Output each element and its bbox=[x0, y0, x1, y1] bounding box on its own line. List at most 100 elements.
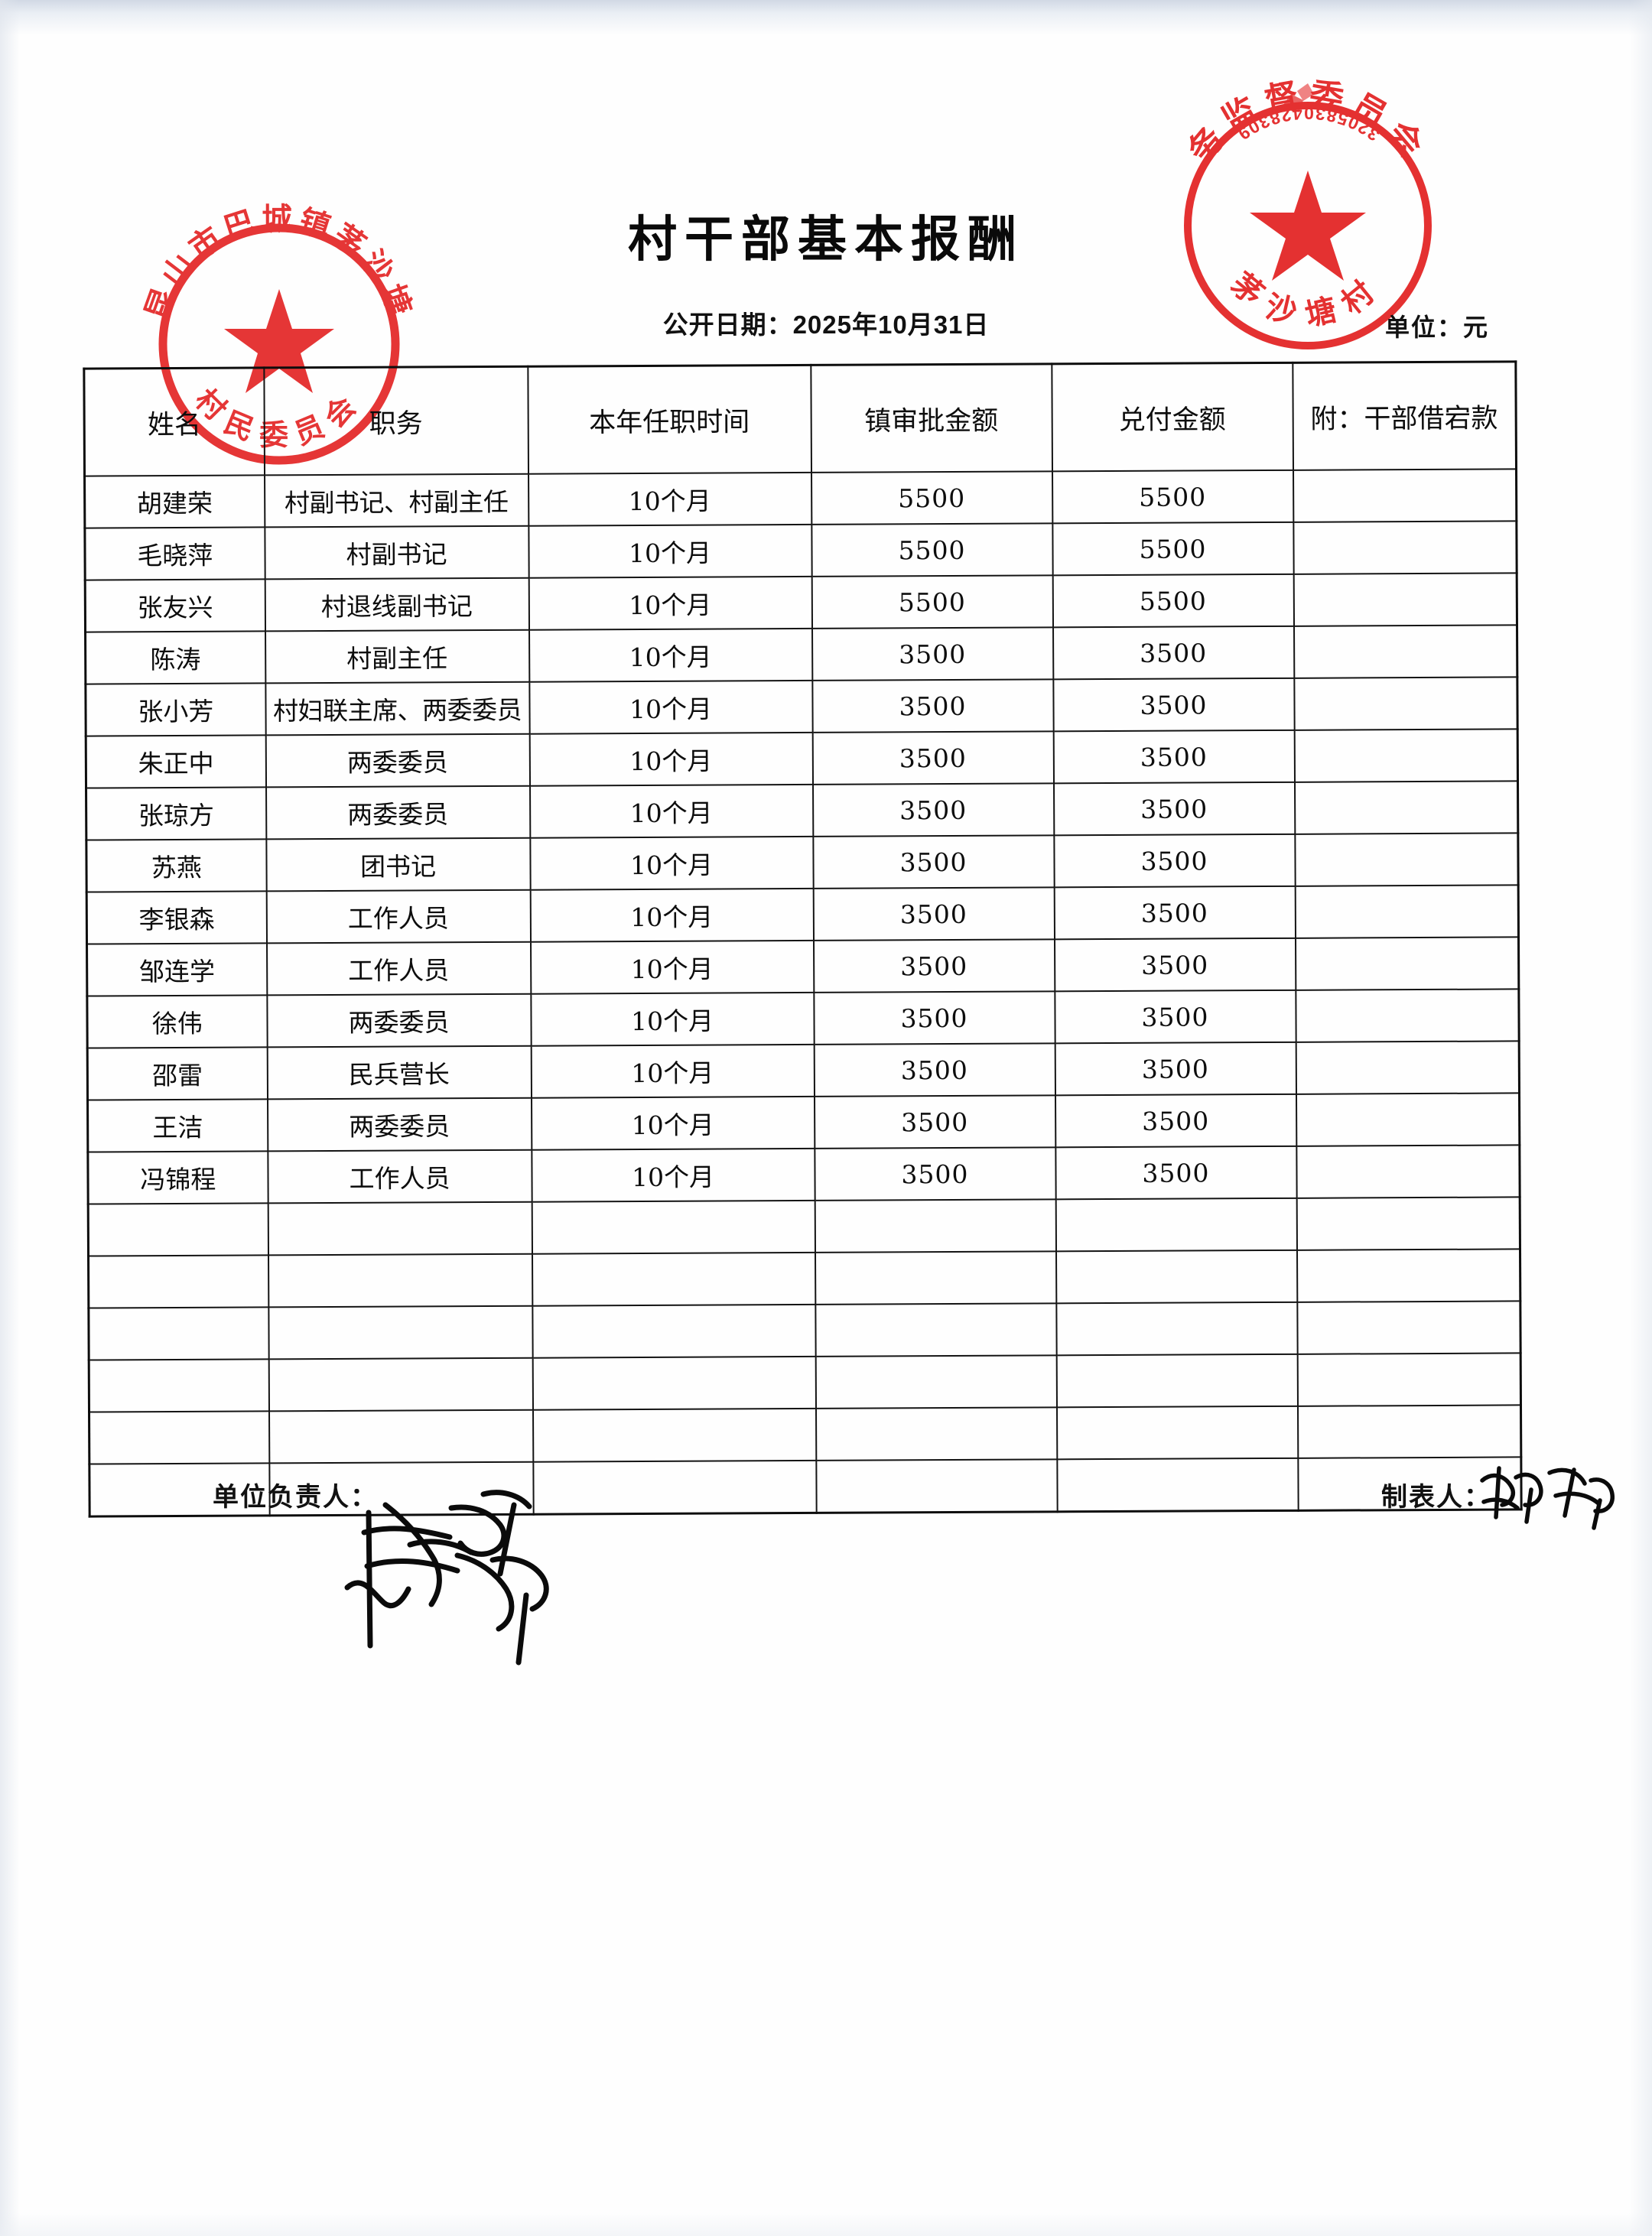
cell-loan bbox=[1296, 1145, 1520, 1198]
cell-approved: 3500 bbox=[812, 731, 1054, 785]
compensation-table: 姓名 职务 本年任职时间 镇审批金额 兑付金额 附：干部借宕款 胡建荣 村副书记、… bbox=[83, 360, 1523, 1518]
compensation-table-container: 姓名 职务 本年任职时间 镇审批金额 兑付金额 附：干部借宕款 胡建荣 村副书记、… bbox=[83, 360, 1523, 1518]
cell-name: 冯锦程 bbox=[87, 1151, 268, 1204]
cell-loan-empty bbox=[1296, 1249, 1520, 1302]
cell-term: 10个月 bbox=[530, 940, 814, 994]
cell-post: 民兵营长 bbox=[267, 1045, 532, 1100]
cell-post-empty bbox=[268, 1357, 533, 1412]
cell-name: 张琼方 bbox=[86, 787, 266, 840]
cell-post: 两委委员 bbox=[266, 993, 532, 1048]
cell-paid-empty bbox=[1055, 1198, 1297, 1252]
column-header-loan: 附：干部借宕款 bbox=[1292, 361, 1517, 470]
scan-edge-shadow-top bbox=[0, 0, 1652, 35]
cell-name: 李银森 bbox=[86, 891, 267, 944]
cell-name-empty bbox=[88, 1255, 268, 1308]
cell-post: 工作人员 bbox=[267, 1149, 532, 1204]
cell-loan-empty bbox=[1296, 1301, 1521, 1354]
svg-text:务监督委员会: 务监督委员会 bbox=[1180, 75, 1435, 171]
currency-unit-label: 单位：元 bbox=[1384, 314, 1489, 341]
cell-paid: 3500 bbox=[1053, 730, 1295, 784]
cell-loan-empty bbox=[1297, 1405, 1521, 1458]
cell-post: 工作人员 bbox=[266, 889, 531, 944]
cell-name: 王洁 bbox=[87, 1099, 268, 1152]
table-body: 胡建荣 村副书记、村副主任 10个月 5500 5500 毛晓萍 村副书记 10个月 5500 5… bbox=[84, 469, 1522, 1517]
cell-loan-empty bbox=[1297, 1353, 1521, 1406]
cell-term-empty bbox=[532, 1200, 815, 1254]
table-row: 王洁 两委委员 10个月 3500 3500 bbox=[87, 1093, 1520, 1152]
cell-approved-empty bbox=[815, 1355, 1057, 1409]
cell-approved-empty bbox=[815, 1303, 1057, 1357]
cell-name: 朱正中 bbox=[86, 735, 266, 788]
page-title: 村干部基本报酬 bbox=[628, 211, 1024, 268]
cell-term-empty bbox=[532, 1408, 816, 1462]
table-row: 胡建荣 村副书记、村副主任 10个月 5500 5500 bbox=[84, 469, 1517, 528]
cell-name: 邹连学 bbox=[86, 943, 267, 996]
cell-loan bbox=[1296, 1093, 1520, 1146]
cell-paid: 3500 bbox=[1053, 782, 1295, 836]
cell-approved: 3500 bbox=[813, 887, 1055, 941]
cell-name: 苏燕 bbox=[86, 839, 267, 892]
cell-term: 10个月 bbox=[528, 472, 811, 526]
cell-paid: 3500 bbox=[1055, 1042, 1296, 1096]
table-row: 李银森 工作人员 10个月 3500 3500 bbox=[86, 885, 1519, 944]
cell-loan bbox=[1296, 1041, 1520, 1094]
cell-approved: 5500 bbox=[811, 575, 1053, 629]
table-header-row: 姓名 职务 本年任职时间 镇审批金额 兑付金额 附：干部借宕款 bbox=[83, 361, 1517, 476]
cell-term: 10个月 bbox=[530, 992, 815, 1046]
cell-loan bbox=[1293, 625, 1517, 678]
table-row: 邹连学 工作人员 10个月 3500 3500 bbox=[86, 937, 1519, 996]
cell-approved: 3500 bbox=[812, 835, 1055, 889]
cell-post: 村退线副书记 bbox=[265, 577, 529, 632]
table-row: 张小芳 村妇联主席、两委委员 10个月 3500 3500 bbox=[85, 677, 1518, 736]
cell-paid: 3500 bbox=[1054, 886, 1296, 940]
cell-post: 工作人员 bbox=[266, 941, 531, 996]
table-row: 毛晓萍 村副书记 10个月 5500 5500 bbox=[84, 521, 1517, 580]
cell-loan bbox=[1293, 521, 1517, 574]
cell-post: 村副书记、村副主任 bbox=[264, 473, 528, 528]
cell-post: 团书记 bbox=[265, 837, 531, 892]
responsible-person-label: 单位负责人： bbox=[213, 1483, 378, 1512]
cell-approved: 3500 bbox=[814, 1095, 1055, 1149]
cell-post-empty bbox=[268, 1305, 533, 1360]
signature-footer: 单位负责人： 制表人： bbox=[0, 1466, 1652, 1675]
cell-term: 10个月 bbox=[530, 888, 814, 942]
cell-name: 毛晓萍 bbox=[84, 527, 265, 580]
cell-name: 张小芳 bbox=[85, 683, 266, 736]
cell-loan bbox=[1293, 677, 1518, 730]
cell-paid: 3500 bbox=[1055, 1146, 1297, 1200]
cell-approved: 3500 bbox=[813, 939, 1055, 993]
cell-approved: 5500 bbox=[811, 471, 1052, 525]
cell-post: 村副主任 bbox=[265, 629, 529, 684]
cell-term-empty bbox=[532, 1304, 816, 1358]
cell-post-empty bbox=[268, 1201, 532, 1256]
table-row: 邵雷 民兵营长 10个月 3500 3500 bbox=[87, 1041, 1520, 1100]
cell-term: 10个月 bbox=[531, 1044, 815, 1098]
cell-term: 10个月 bbox=[529, 784, 813, 838]
cell-paid: 5500 bbox=[1052, 574, 1294, 628]
cell-paid-empty bbox=[1055, 1250, 1297, 1304]
table-row-empty bbox=[89, 1405, 1521, 1464]
column-header-term: 本年任职时间 bbox=[527, 365, 811, 474]
cell-paid: 3500 bbox=[1052, 626, 1294, 680]
table-row: 朱正中 两委委员 10个月 3500 3500 bbox=[86, 729, 1518, 788]
responsible-person-signature bbox=[337, 1459, 612, 1677]
cell-post: 两委委员 bbox=[265, 785, 530, 840]
cell-loan-empty bbox=[1296, 1197, 1520, 1250]
cell-approved: 3500 bbox=[812, 783, 1054, 837]
cell-name: 胡建荣 bbox=[84, 475, 265, 528]
column-header-name: 姓名 bbox=[83, 367, 265, 476]
table-row-empty bbox=[88, 1301, 1521, 1360]
cell-name: 邵雷 bbox=[87, 1047, 268, 1100]
cell-loan bbox=[1295, 989, 1520, 1042]
cell-term: 10个月 bbox=[528, 524, 812, 578]
cell-approved: 3500 bbox=[811, 627, 1053, 681]
cell-name-empty bbox=[88, 1307, 269, 1360]
cell-paid: 5500 bbox=[1052, 470, 1293, 524]
column-header-approved: 镇审批金额 bbox=[810, 363, 1052, 473]
cell-approved: 3500 bbox=[814, 1043, 1055, 1097]
svg-text:3205830428309: 3205830428309 bbox=[1233, 103, 1384, 145]
cell-paid: 3500 bbox=[1054, 990, 1296, 1044]
cell-paid-empty bbox=[1056, 1406, 1298, 1460]
cell-name-empty bbox=[89, 1411, 269, 1464]
